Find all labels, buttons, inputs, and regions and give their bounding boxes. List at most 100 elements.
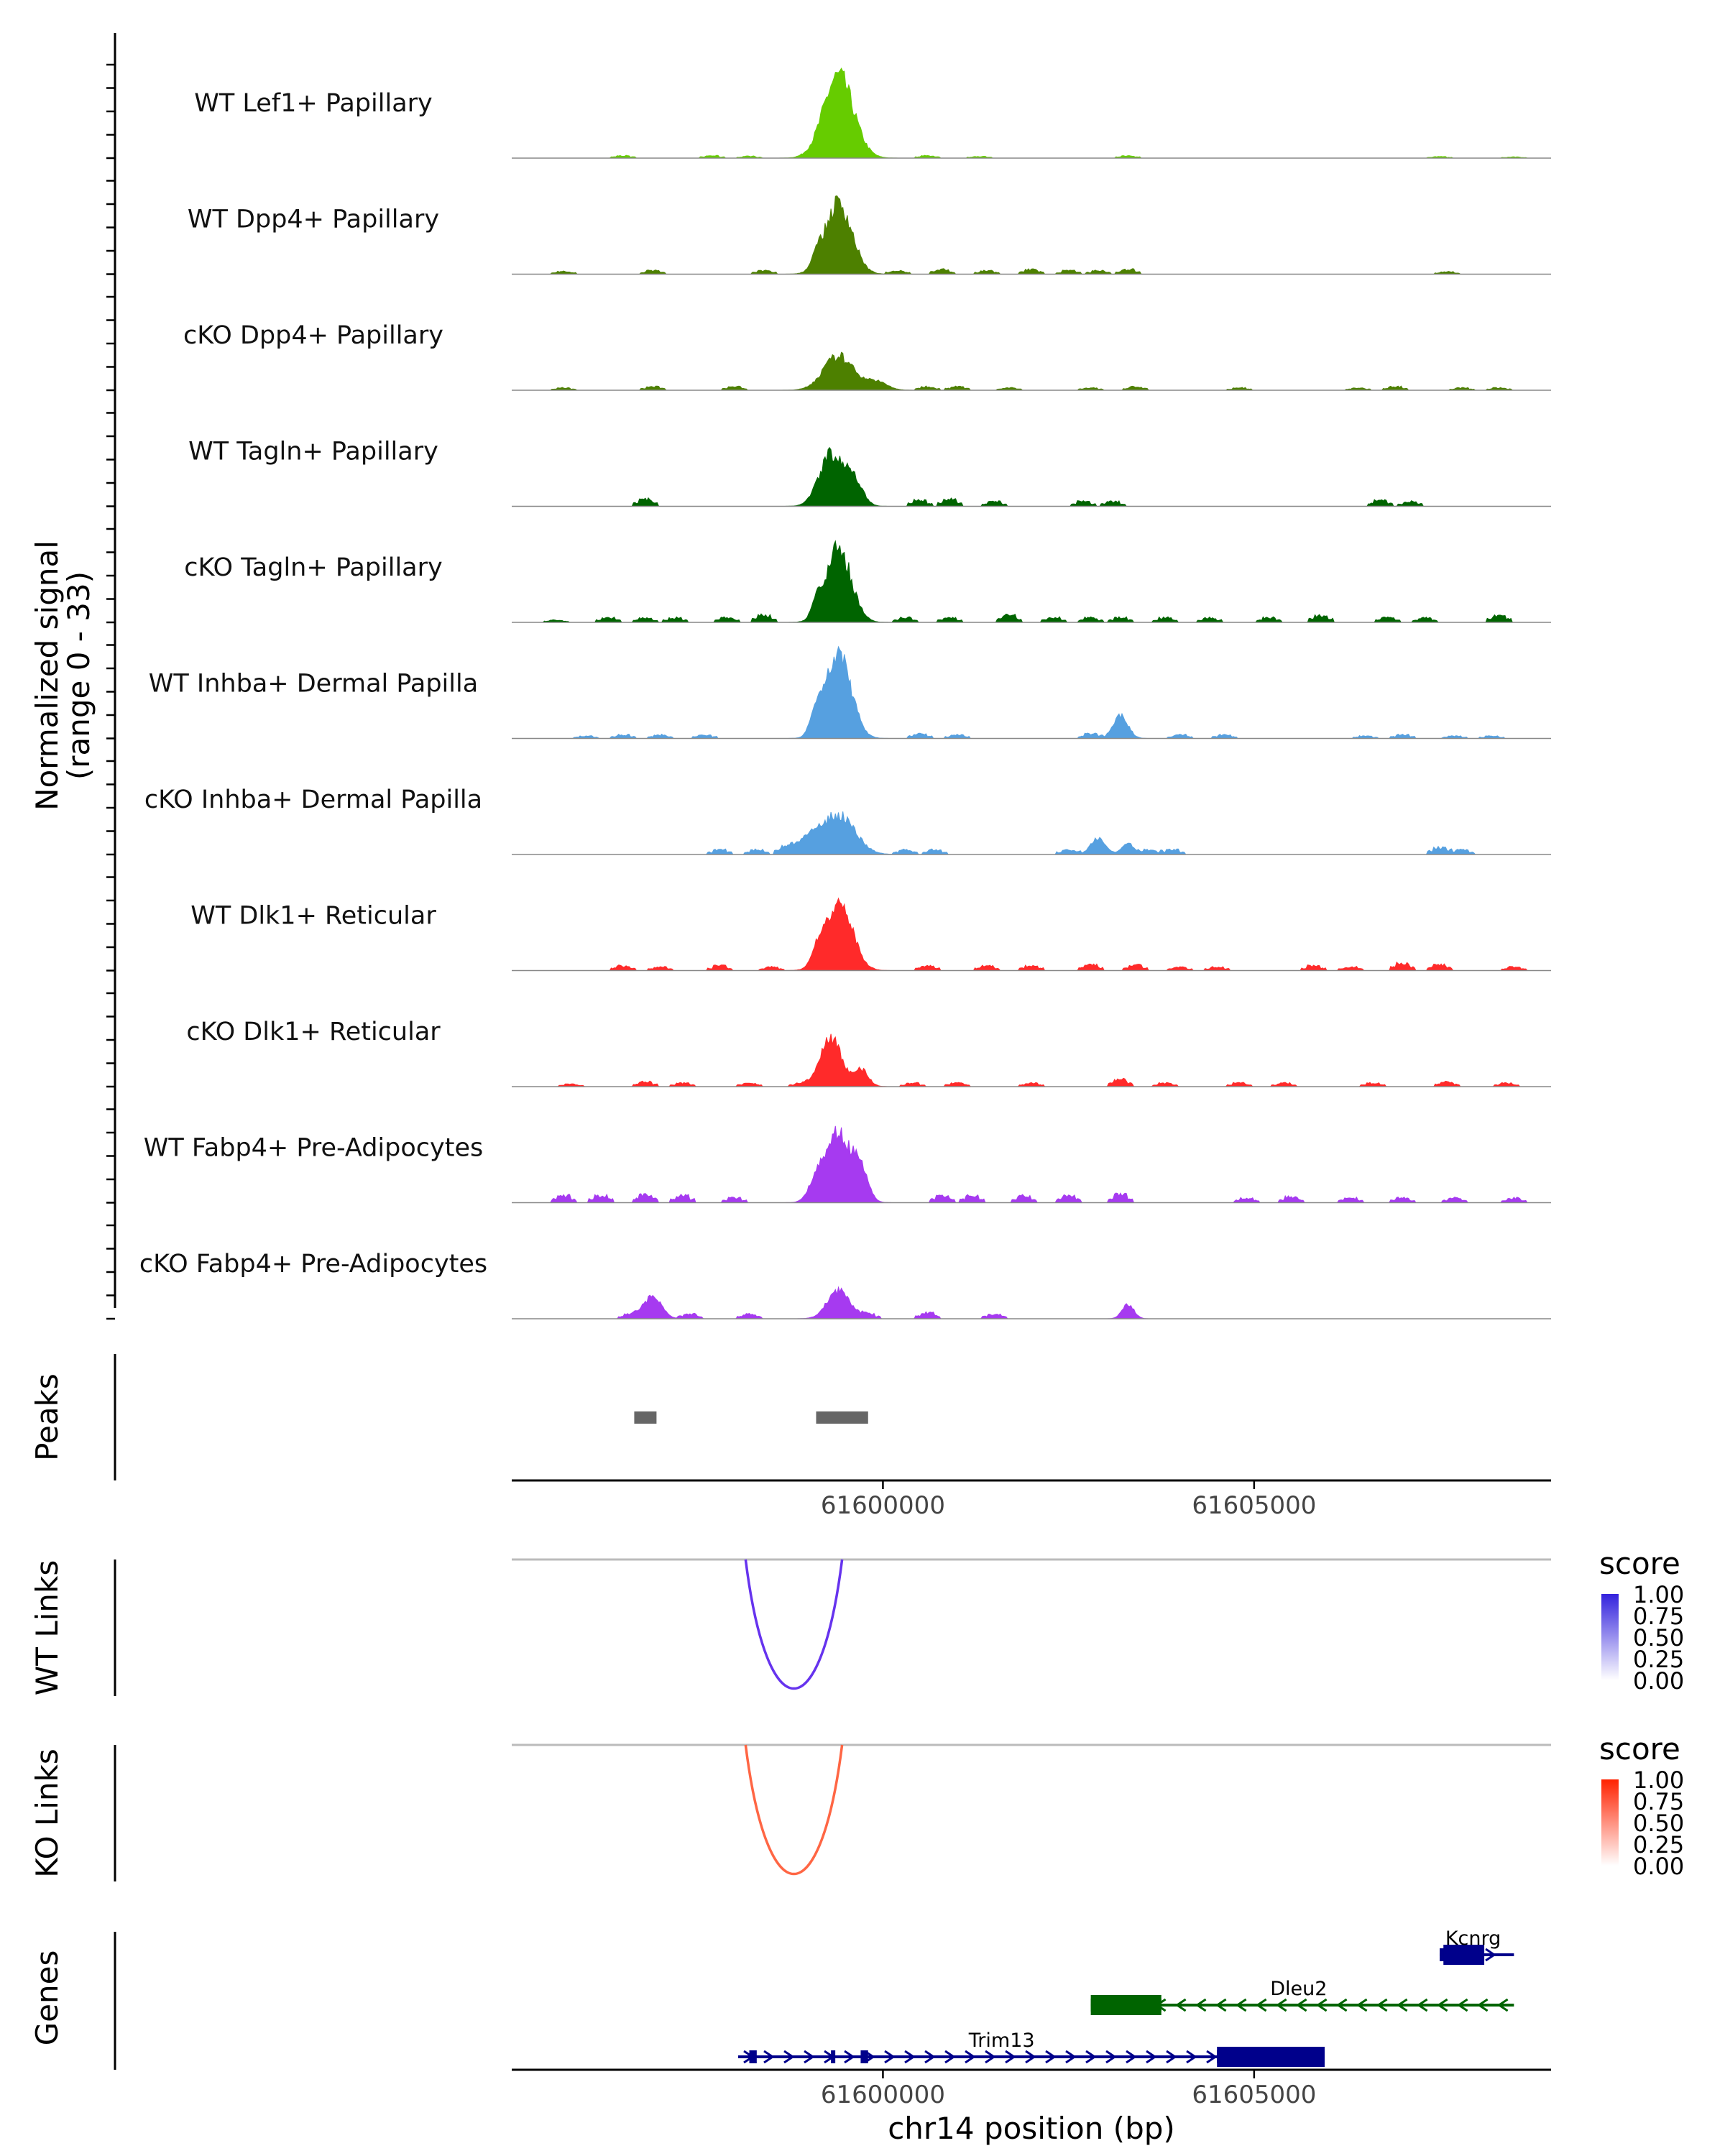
coverage-track: cKO Tagln+ Papillary <box>184 540 1551 623</box>
coverage-track: WT Fabp4+ Pre-Adipocytes <box>144 1125 1551 1204</box>
x-tick-label: 61605000 <box>1192 2081 1316 2109</box>
strand-arrow <box>1396 1998 1408 2012</box>
legend-tick-label: 0.50 <box>1633 1624 1684 1651</box>
link-arc <box>744 1744 844 1876</box>
strand-arrow <box>1126 2050 1137 2064</box>
coverage-track: WT Lef1+ Papillary <box>194 68 1551 159</box>
strand-arrow <box>1295 1998 1307 2012</box>
track-label: cKO Dpp4+ Papillary <box>183 321 443 350</box>
coverage-y-label: Normalized signal(range 0 - 33) <box>29 540 96 811</box>
legend-tick-label: 0.75 <box>1633 1603 1684 1630</box>
gene-exon <box>1440 1948 1445 1961</box>
strand-arrow <box>1025 2050 1036 2064</box>
legend-tick-label: 0.25 <box>1633 1831 1684 1858</box>
links-label: KO Links <box>29 1749 65 1878</box>
link-arc <box>744 1559 844 1690</box>
strand-arrow <box>904 2050 916 2064</box>
track-label: cKO Dlk1+ Reticular <box>186 1018 441 1046</box>
gene-exon <box>749 2050 757 2063</box>
strand-arrow <box>783 2050 795 2064</box>
track-label: WT Dlk1+ Reticular <box>190 902 436 931</box>
x-axis-label: chr14 position (bp) <box>888 2111 1175 2146</box>
links-label: WT Links <box>29 1560 65 1695</box>
strand-arrow <box>1416 1998 1428 2012</box>
legends: score1.000.750.500.250.00score1.000.750.… <box>1599 1546 1684 1880</box>
track-label: WT Inhba+ Dermal Papilla <box>149 670 478 699</box>
legend-tick-label: 0.00 <box>1633 1853 1684 1880</box>
legend-title: score <box>1599 1731 1680 1766</box>
legend-tick-label: 1.00 <box>1633 1581 1684 1608</box>
strand-arrow <box>1186 2050 1197 2064</box>
strand-arrow <box>1195 1998 1207 2012</box>
x-tick-label: 61600000 <box>821 1491 945 1520</box>
strand-arrow <box>763 2050 775 2064</box>
coverage-area <box>512 195 1551 275</box>
strand-arrow <box>1335 1998 1348 2012</box>
strand-arrow <box>1215 1998 1227 2012</box>
coverage-panel: Normalized signal(range 0 - 33) WT Lef1+ … <box>29 33 1551 1320</box>
coverage-area <box>512 446 1551 507</box>
track-label: cKO Inhba+ Dermal Papilla <box>144 786 482 814</box>
legend-tick-label: 0.75 <box>1633 1788 1684 1815</box>
gene-label: Kcnrg <box>1445 1927 1501 1950</box>
strand-arrow <box>1085 2050 1097 2064</box>
legend-tick-label: 0.50 <box>1633 1810 1684 1837</box>
strand-arrow <box>1005 2050 1016 2064</box>
coverage-track: WT Dpp4+ Papillary <box>188 195 1551 275</box>
strand-arrow <box>1496 1998 1509 2012</box>
gene-label: Dleu2 <box>1270 1978 1327 2000</box>
coverage-track: WT Tagln+ Papillary <box>188 438 1551 507</box>
strand-arrow <box>884 2050 896 2064</box>
peaks-panel: Peaks 61600000 61605000 <box>29 1354 1551 1520</box>
coverage-area <box>512 811 1551 855</box>
strand-arrow <box>844 2050 855 2064</box>
strand-arrow <box>1315 1998 1328 2012</box>
coverage-area <box>512 68 1551 159</box>
coverage-track: WT Inhba+ Dermal Papilla <box>149 645 1551 740</box>
strand-arrow <box>965 2050 976 2064</box>
gene-cds <box>1090 1995 1162 2015</box>
strand-arrow <box>1045 2050 1057 2064</box>
coverage-track: cKO Fabp4+ Pre-Adipocytes <box>139 1250 1551 1319</box>
strand-arrow <box>1206 2050 1218 2064</box>
track-label: WT Tagln+ Papillary <box>188 438 438 466</box>
gene-label: Trim13 <box>968 2030 1035 2052</box>
genes-panel: Genes Kcnrg Dleu2 Trim13 61600000 61605000 chr… <box>29 1927 1551 2146</box>
track-label: cKO Tagln+ Papillary <box>184 553 443 582</box>
peaks-label: Peaks <box>29 1373 65 1461</box>
gene-cds <box>1443 1945 1485 1965</box>
legend-colorbar <box>1601 1594 1619 1680</box>
coverage-track: cKO Dpp4+ Papillary <box>183 321 1551 391</box>
strand-arrow <box>1275 1998 1287 2012</box>
genes-label: Genes <box>29 1950 65 2046</box>
gene-exon <box>860 2050 868 2063</box>
strand-arrow <box>1476 1998 1489 2012</box>
strand-arrow <box>1485 1948 1496 1962</box>
coverage-track: cKO Dlk1+ Reticular <box>186 1018 1551 1087</box>
strand-arrow <box>944 2050 956 2064</box>
coverage-area <box>512 1125 1551 1203</box>
gene-cds <box>1217 2047 1325 2067</box>
track-label: WT Fabp4+ Pre-Adipocytes <box>144 1134 483 1163</box>
legend-tick-label: 0.00 <box>1633 1667 1684 1695</box>
track-label: WT Lef1+ Papillary <box>194 89 433 118</box>
strand-arrow <box>1065 2050 1077 2064</box>
strand-arrow <box>1146 2050 1157 2064</box>
strand-arrow <box>1105 2050 1117 2064</box>
coverage-area <box>512 1286 1551 1319</box>
x-tick-label: 61600000 <box>821 2081 945 2109</box>
track-label: WT Dpp4+ Papillary <box>188 206 439 234</box>
legend-colorbar <box>1601 1779 1619 1866</box>
peak-region <box>634 1411 657 1424</box>
track-label: cKO Fabp4+ Pre-Adipocytes <box>139 1250 487 1279</box>
strand-arrow <box>924 2050 936 2064</box>
links-panel: WT Links KO Links <box>29 1558 1551 1881</box>
legend-tick-label: 1.00 <box>1633 1766 1684 1794</box>
legend-tick-label: 0.25 <box>1633 1646 1684 1673</box>
strand-arrow <box>1166 2050 1177 2064</box>
strand-arrow <box>1376 1998 1388 2012</box>
coverage-track: WT Dlk1+ Reticular <box>190 897 1551 972</box>
coverage-area <box>512 645 1551 739</box>
coverage-area <box>512 351 1551 391</box>
